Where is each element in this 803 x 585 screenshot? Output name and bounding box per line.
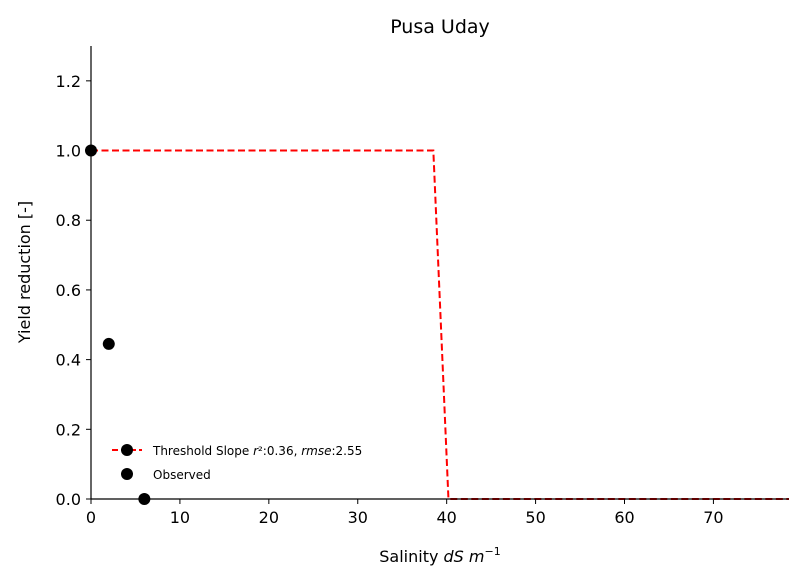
x-axis-label: Salinity dS m−1 [379,545,500,566]
axes [90,46,789,500]
legend-marker-swatch-threshold [121,444,133,456]
x-tick-label: 60 [614,508,634,527]
y-tick-label: 1.2 [56,72,81,91]
x-tick-label: 0 [86,508,96,527]
legend-label-observed: Observed [153,468,211,482]
x-tick-label: 30 [348,508,368,527]
x-axis-label-italic-m: m [469,547,485,566]
x-tick-label: 20 [259,508,279,527]
x-axis-label-plain: Salinity [379,547,443,566]
legend-threshold-rmse: rmse [301,444,331,458]
y-ticks: 0.0 0.2 0.4 0.6 0.8 1.0 1.2 [56,72,91,509]
y-tick-label: 0.8 [56,211,81,230]
legend: Threshold Slope r²:0.36, rmse:2.55 Obser… [112,444,362,482]
legend-threshold-r-rest: ²:0.36, [258,444,301,458]
x-tick-label: 10 [170,508,190,527]
observed-point [102,337,115,350]
y-axis-label: Yield reduction [-] [15,201,34,344]
y-tick-label: 0.4 [56,351,81,370]
x-tick-label: 40 [436,508,456,527]
y-tick-label: 0.6 [56,281,81,300]
x-axis-label-italic-ds: dS [444,547,464,566]
chart-title: Pusa Uday [390,16,490,38]
legend-marker-swatch-observed [121,468,133,480]
legend-threshold-r: r [253,444,259,458]
y-tick-label: 0.2 [56,420,81,439]
y-tick-label: 0.0 [56,490,81,509]
legend-label-threshold: Threshold Slope r²:0.36, rmse:2.55 [152,444,362,458]
y-tick-label: 1.0 [56,142,81,161]
legend-entry-observed: Observed [121,468,211,482]
x-ticks: 0 10 20 30 40 50 60 70 [86,499,724,527]
legend-threshold-prefix: Threshold Slope [152,444,253,458]
x-axis-label-sup: −1 [485,545,501,558]
x-tick-label: 70 [703,508,723,527]
x-tick-label: 50 [525,508,545,527]
legend-entry-threshold: Threshold Slope r²:0.36, rmse:2.55 [112,444,362,458]
legend-threshold-rmse-rest: :2.55 [331,444,362,458]
